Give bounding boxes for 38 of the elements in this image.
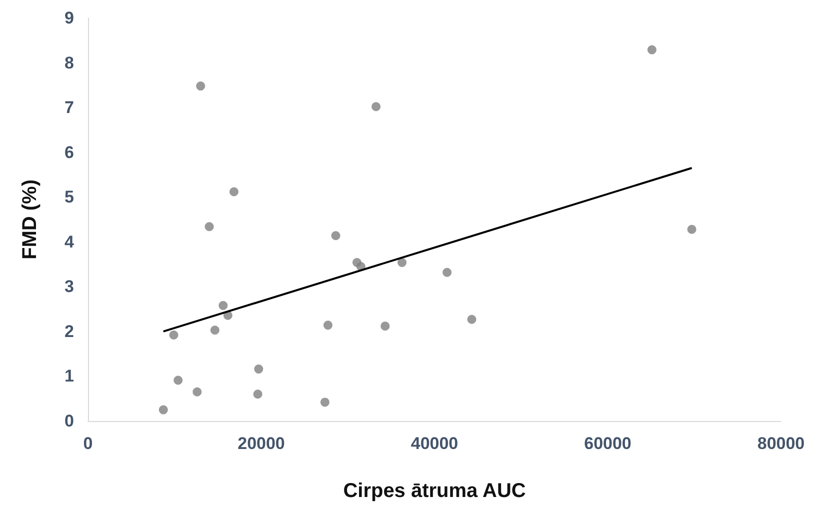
x-axis-title: Cirpes ātruma AUC xyxy=(343,480,526,502)
y-tick-label: 2 xyxy=(64,322,74,341)
point xyxy=(204,222,214,232)
point xyxy=(331,231,340,240)
point xyxy=(174,376,183,385)
point xyxy=(229,187,238,196)
point xyxy=(196,82,206,91)
point xyxy=(158,405,168,414)
point xyxy=(192,387,202,396)
y-tick-label: 0 xyxy=(64,412,74,430)
y-tick-label: 4 xyxy=(64,232,75,252)
x-tick-label: 40000 xyxy=(410,434,458,453)
point xyxy=(320,398,330,407)
point xyxy=(372,102,381,112)
point xyxy=(254,364,264,374)
x-tick-label: 20000 xyxy=(238,434,285,453)
x-tick-label: 80000 xyxy=(757,434,805,453)
y-axis-title: FMD (%) xyxy=(19,180,41,260)
y-tick-label: 5 xyxy=(64,188,74,207)
point xyxy=(380,322,390,331)
x-tick-label: 60000 xyxy=(584,434,632,453)
point xyxy=(442,268,452,277)
y-tick-label: 1 xyxy=(64,366,74,386)
y-tick-label: 7 xyxy=(64,98,74,118)
point xyxy=(253,390,262,399)
point xyxy=(323,320,332,330)
point xyxy=(687,224,696,234)
point xyxy=(218,300,228,310)
y-tick-label: 8 xyxy=(64,53,74,72)
point xyxy=(210,326,220,335)
y-tick-label: 9 xyxy=(64,8,74,28)
point xyxy=(647,45,656,54)
point xyxy=(169,330,178,340)
point xyxy=(467,314,476,324)
y-tick-label: 3 xyxy=(64,277,74,296)
x-tick-label: 0 xyxy=(83,434,93,453)
y-tick-label: 6 xyxy=(64,142,74,162)
point xyxy=(398,258,407,267)
